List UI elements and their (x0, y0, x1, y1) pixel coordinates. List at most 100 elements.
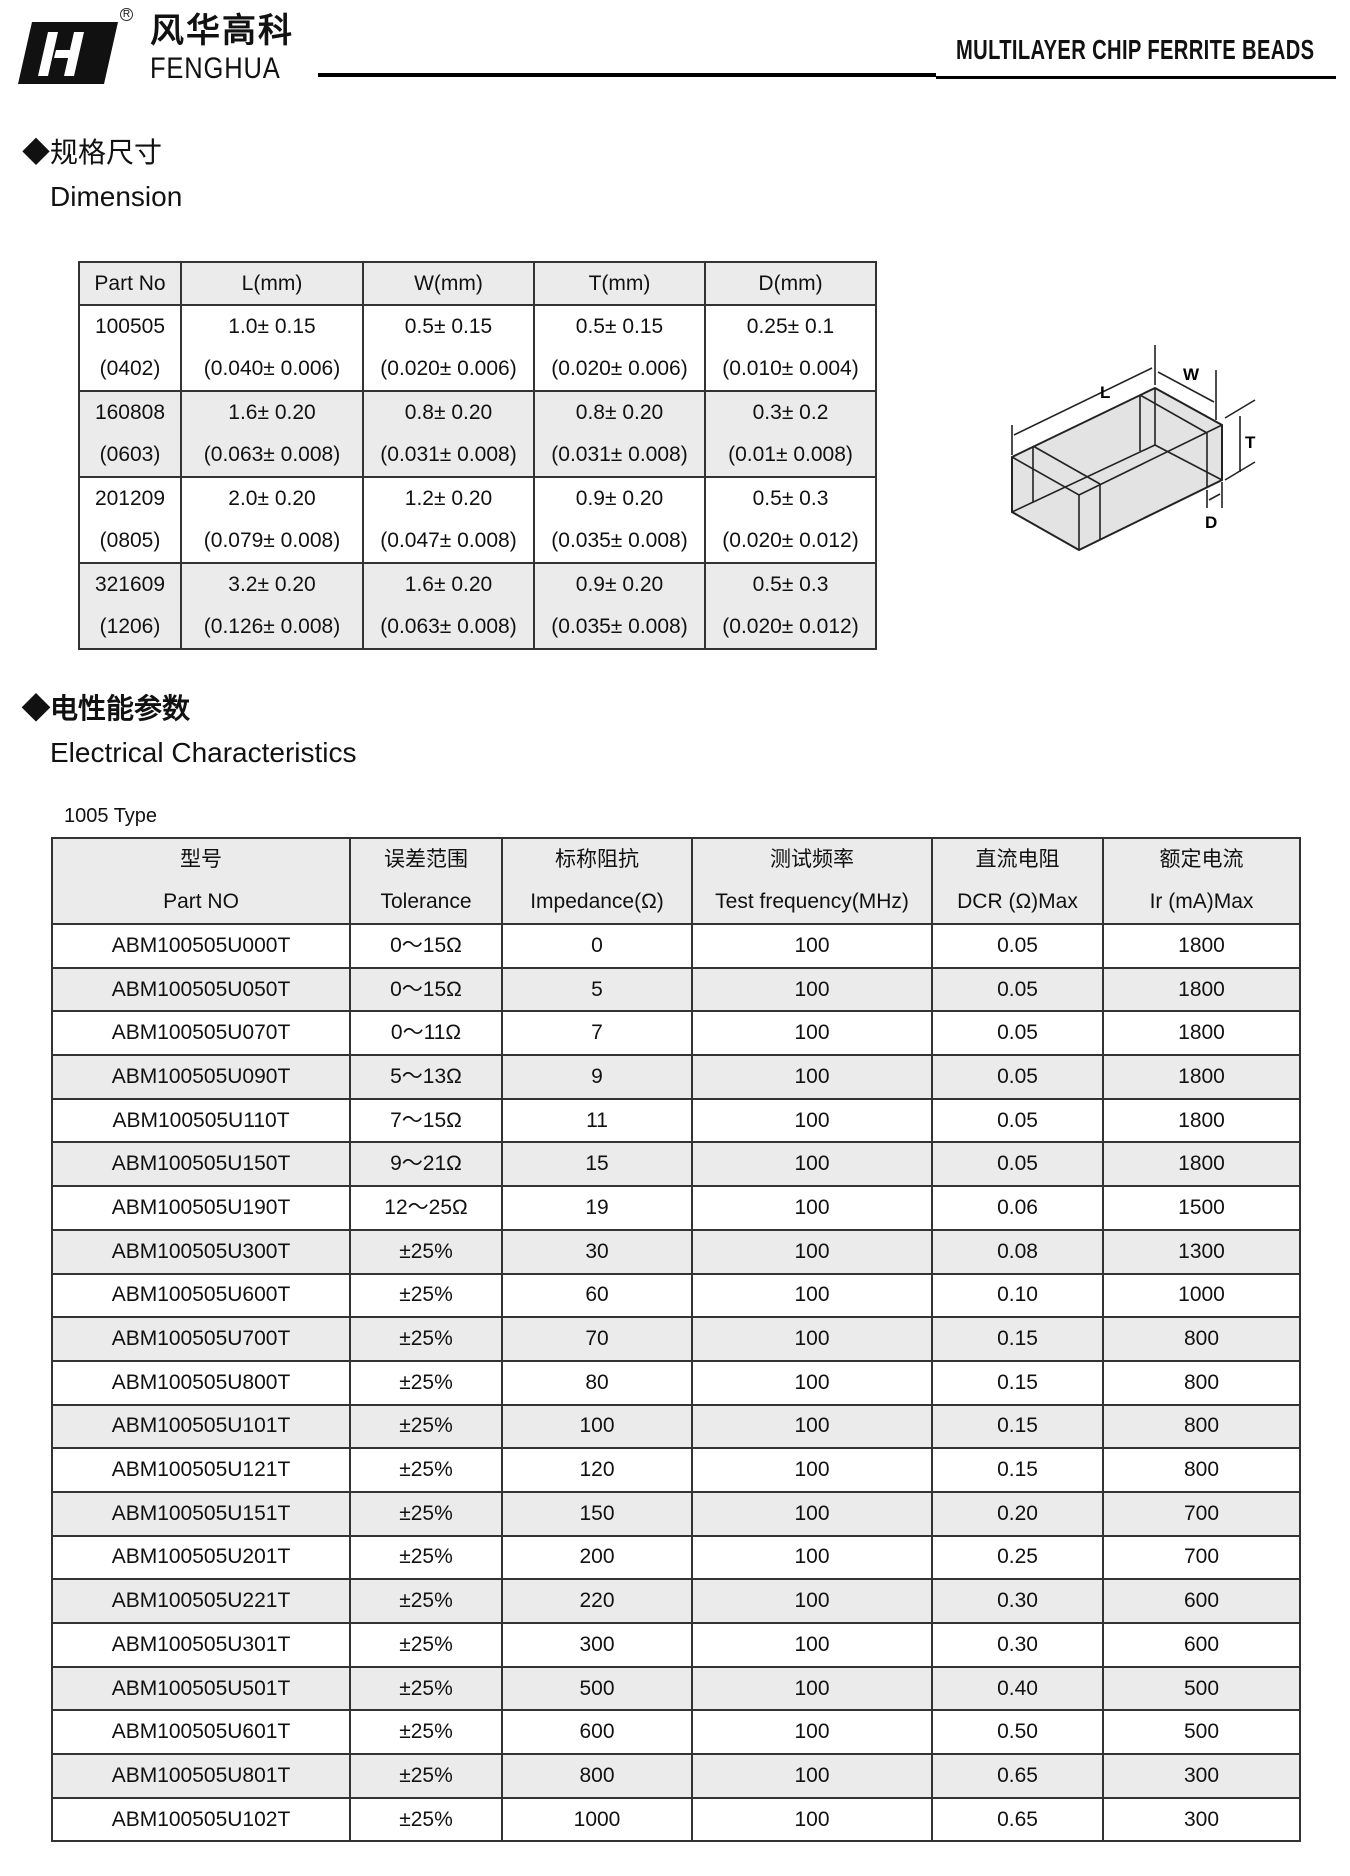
chip-dimension-diagram: L W T D (1011, 345, 1256, 552)
table-cell: 11 (501, 1097, 693, 1144)
table-cell: 0.15 (931, 1403, 1104, 1450)
header-row-en: Part NO Tolerance Impedance(Ω) Test freq… (51, 881, 1301, 925)
table-cell: 5 (501, 966, 693, 1013)
logo-en-name: FENGHUA (150, 52, 281, 85)
dimension-row: 100505 1.0± 0.15 0.5± 0.15 0.5± 0.15 0.25± 0… (78, 304, 877, 348)
table-row: ABM100505U221T ±25% 220 100 0.30 600 (51, 1578, 1301, 1624)
table-cell: ±25% (349, 1447, 503, 1493)
dimension-cell: 1.0± 0.15 (180, 304, 364, 348)
table-cell: ABM100505U090T (51, 1054, 351, 1100)
header-rule-right (936, 76, 1336, 79)
table-cell: ±25% (349, 1316, 503, 1362)
electrical-title-en: Electrical Characteristics (50, 737, 357, 768)
table-cell: 200 (501, 1534, 693, 1581)
table-cell: 0.05 (931, 966, 1104, 1013)
table-cell: 100 (691, 923, 933, 969)
table-cell: 100 (691, 1141, 933, 1188)
label-t: T (1245, 433, 1256, 452)
table-cell: 100 (691, 1534, 933, 1581)
dimension-row: 321609 3.2± 0.20 1.6± 0.20 0.9± 0.20 0.5± 0.… (78, 562, 877, 606)
col-header-en: Test frequency(MHz) (691, 881, 933, 925)
table-cell: 700 (1102, 1534, 1301, 1581)
table-cell: 0.65 (931, 1753, 1104, 1799)
table-cell: 100 (691, 1359, 933, 1406)
dimension-header-row: Part No L(mm) W(mm) T(mm) D(mm) (78, 261, 877, 306)
table-cell: ±25% (349, 1622, 503, 1668)
table-cell: ±25% (349, 1665, 503, 1712)
table-cell: ABM100505U190T (51, 1185, 351, 1231)
table-cell: 1800 (1102, 966, 1301, 1013)
table-cell: 120 (501, 1447, 693, 1493)
table-cell: 100 (691, 1665, 933, 1712)
table-cell: 0.30 (931, 1578, 1104, 1624)
label-w: W (1183, 365, 1200, 384)
table-cell: ABM100505U121T (51, 1447, 351, 1493)
type-label: 1005 Type (64, 805, 158, 827)
dimension-cell: (0603) (78, 434, 182, 478)
table-row: ABM100505U501T ±25% 500 100 0.40 500 (51, 1665, 1301, 1712)
table-cell: 0.15 (931, 1447, 1104, 1493)
table-cell: 800 (1102, 1403, 1301, 1450)
table-cell: 100 (691, 1403, 933, 1450)
table-cell: 19 (501, 1185, 693, 1231)
dimension-cell: (0.020± 0.012) (704, 606, 877, 650)
table-cell: ±25% (349, 1534, 503, 1581)
table-cell: 1800 (1102, 1054, 1301, 1100)
col-header-en: DCR (Ω)Max (931, 881, 1104, 925)
dimension-cell: 0.25± 0.1 (704, 304, 877, 348)
dimension-title-cn: ◆规格尺寸 (22, 137, 163, 168)
table-cell: ABM100505U221T (51, 1578, 351, 1624)
dimension-cell: (0.063± 0.008) (362, 606, 535, 650)
table-cell: 0.05 (931, 1097, 1104, 1144)
table-cell: 100 (691, 1709, 933, 1756)
table-cell: 100 (691, 1228, 933, 1275)
table-row: ABM100505U121T ±25% 120 100 0.15 800 (51, 1447, 1301, 1493)
table-cell: 0～15Ω (349, 966, 503, 1013)
table-cell: 0.05 (931, 923, 1104, 969)
col-header-cn: 测试频率 (691, 837, 933, 881)
table-row: ABM100505U201T ±25% 200 100 0.25 700 (51, 1534, 1301, 1581)
table-cell: ABM100505U102T (51, 1796, 351, 1843)
table-cell: ±25% (349, 1753, 503, 1799)
table-cell: 100 (691, 1054, 933, 1100)
dimension-cell: (0.020± 0.006) (362, 348, 535, 392)
table-cell: 600 (1102, 1578, 1301, 1624)
col-header-cn: 误差范围 (349, 837, 503, 881)
table-cell: 700 (1102, 1490, 1301, 1537)
table-row: ABM100505U000T 0～15Ω 0 100 0.05 1800 (51, 923, 1301, 969)
header-rule (318, 73, 936, 77)
table-cell: 9 (501, 1054, 693, 1100)
dimension-cell: (0.047± 0.008) (362, 520, 535, 564)
table-cell: 0.05 (931, 1141, 1104, 1188)
table-cell: ABM100505U601T (51, 1709, 351, 1756)
dimension-cell: (0805) (78, 520, 182, 564)
dimension-cell: (0.020± 0.006) (533, 348, 706, 392)
table-cell: 300 (1102, 1753, 1301, 1799)
dimension-cell: (0402) (78, 348, 182, 392)
table-cell: ABM100505U101T (51, 1403, 351, 1450)
table-cell: 220 (501, 1578, 693, 1624)
table-cell: ABM100505U110T (51, 1097, 351, 1144)
table-cell: 0.05 (931, 1010, 1104, 1057)
table-row: ABM100505U150T 9～21Ω 15 100 0.05 1800 (51, 1141, 1301, 1188)
dimension-row: (0402) (0.040± 0.006) (0.020± 0.006) (0.020… (78, 348, 877, 392)
table-row: ABM100505U801T ±25% 800 100 0.65 300 (51, 1753, 1301, 1799)
table-cell: ±25% (349, 1709, 503, 1756)
table-cell: 1000 (1102, 1272, 1301, 1319)
table-cell: 100 (691, 1316, 933, 1362)
table-cell: 0.40 (931, 1665, 1104, 1712)
label-l: L (1100, 383, 1110, 402)
table-row: ABM100505U070T 0～11Ω 7 100 0.05 1800 (51, 1010, 1301, 1057)
table-cell: 100 (691, 1753, 933, 1799)
table-cell: ±25% (349, 1490, 503, 1537)
dimension-cell: 0.5± 0.3 (704, 562, 877, 606)
table-cell: 1500 (1102, 1185, 1301, 1231)
table-cell: 0.10 (931, 1272, 1104, 1319)
registered-mark: R (120, 8, 133, 21)
table-cell: 0.25 (931, 1534, 1104, 1581)
dimension-cell: (0.031± 0.008) (362, 434, 535, 478)
dimension-cell: 0.9± 0.20 (533, 476, 706, 520)
electrical-title-cn: ◆电性能参数 (22, 693, 191, 724)
dimension-title-en: Dimension (50, 181, 183, 212)
dimension-row: (1206) (0.126± 0.008) (0.063± 0.008) (0.035… (78, 606, 877, 650)
